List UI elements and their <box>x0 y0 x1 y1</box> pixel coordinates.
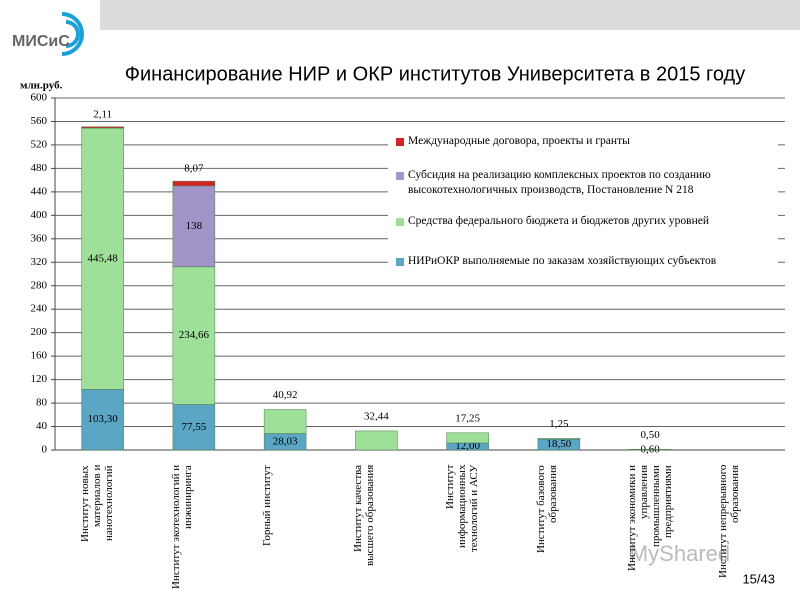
value-label: 28,03 <box>273 435 298 447</box>
value-label: 17,25 <box>455 412 480 424</box>
value-label: 18,50 <box>547 438 572 450</box>
y-tick-label: 80 <box>36 397 48 409</box>
value-label: 32,44 <box>364 410 389 422</box>
y-tick-label: 480 <box>31 162 48 174</box>
x-tick-label: Институт качества высшего образования <box>352 465 377 567</box>
value-label: 2,11 <box>93 108 112 120</box>
y-axis-label: млн.руб. <box>20 80 63 92</box>
bar-segment <box>172 404 216 451</box>
value-label: 103,30 <box>88 413 119 425</box>
x-tick-label: Институт экотехнологий и инжиниринга <box>169 465 194 590</box>
x-tick-label: Институт информационных технологий и АСУ <box>443 465 480 553</box>
value-label: 77,55 <box>182 421 207 433</box>
y-tick-label: 600 <box>31 92 48 104</box>
x-tick-label: Институт экономики и управления промышле… <box>626 465 675 572</box>
bar-segment <box>628 449 672 451</box>
y-tick-label: 240 <box>31 303 48 315</box>
bar-segment <box>81 389 124 451</box>
y-tick-label: 400 <box>31 209 48 221</box>
y-tick-label: 160 <box>31 350 48 362</box>
value-label: 40,92 <box>273 389 298 401</box>
bar-segment <box>172 185 216 268</box>
logo-icon <box>61 12 84 56</box>
x-tick-label: Институт непрерывного образования <box>717 465 742 579</box>
value-label: 1,25 <box>549 418 569 430</box>
y-tick-label: 120 <box>31 373 48 385</box>
legend-item: Средства федерального бюджета и бюджетов… <box>408 215 709 227</box>
legend-label: Международные договора, проекты и гранты <box>408 135 630 147</box>
y-tick-label: 40 <box>36 420 48 432</box>
x-tick-label: Институт базового образования <box>534 465 559 553</box>
y-tick-label: 200 <box>31 326 48 338</box>
y-tick-label: 320 <box>31 256 48 268</box>
y-tick-label: 520 <box>31 138 48 150</box>
legend-item: НИРиОКР выполняемые по заказам хозяйству… <box>408 255 717 267</box>
bar-segment <box>537 438 581 440</box>
legend-box <box>388 128 778 278</box>
value-label: 445,48 <box>88 252 119 264</box>
y-tick-label: 0 <box>42 444 48 456</box>
bar-segment <box>263 409 307 434</box>
bar-segment <box>81 127 124 390</box>
legend-label: НИРиОКР выполняемые по заказам хозяйству… <box>408 255 717 267</box>
legend-marker <box>396 258 404 266</box>
bar-segment <box>172 180 216 187</box>
legend-label: Средства федерального бюджета и бюджетов… <box>408 215 709 227</box>
value-label: 0,50 <box>641 429 661 441</box>
watermark: MyShared <box>630 541 730 566</box>
legend-label: Субсидия на реализацию комплексных проек… <box>408 169 711 196</box>
bar-segment <box>172 266 216 405</box>
y-tick-label: 280 <box>31 279 48 291</box>
logo: МИСиС <box>12 33 70 50</box>
page-number: 15/43 <box>742 571 775 586</box>
y-tick-label: 560 <box>31 115 48 127</box>
y-tick-label: 440 <box>31 185 48 197</box>
legend-item: Международные договора, проекты и гранты <box>408 135 630 147</box>
header-bar <box>100 0 800 30</box>
bar-segment <box>355 430 398 451</box>
bar-segment <box>81 126 124 129</box>
chart-title: Финансирование НИР и ОКР институтов Унив… <box>125 63 745 85</box>
legend-marker <box>396 218 404 226</box>
legend: Международные договора, проекты и гранты… <box>396 135 717 267</box>
legend-marker <box>396 138 404 146</box>
legend-marker <box>396 172 404 180</box>
x-tick-label: Институт новых материалов и нанотехнолог… <box>78 465 115 542</box>
value-label: 8,07 <box>184 163 204 175</box>
value-label: 138 <box>186 220 203 232</box>
x-tick-label: Горный институт <box>261 465 274 546</box>
value-label: 234,66 <box>179 329 210 341</box>
y-tick-label: 360 <box>31 232 48 244</box>
bar-segment <box>446 432 489 444</box>
legend-item: Субсидия на реализацию комплексных проек… <box>408 169 711 196</box>
